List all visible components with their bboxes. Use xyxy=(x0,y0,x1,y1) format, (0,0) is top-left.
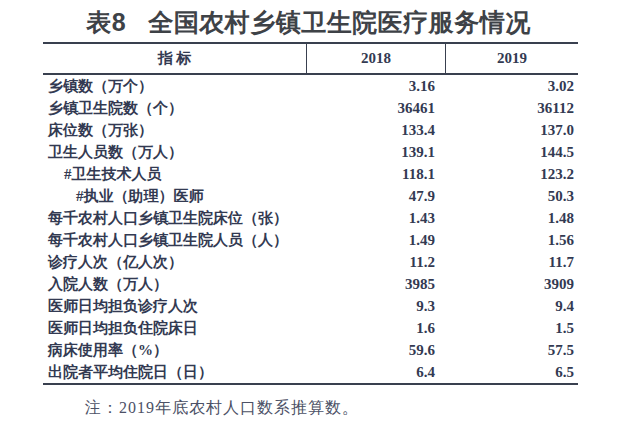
table-row: 乡镇卫生院数（个） 36461 36112 xyxy=(43,97,578,119)
table-title: 表8 全国农村乡镇卫生院医疗服务情况 xyxy=(0,6,617,39)
data-table: 指 标 2018 2019 乡镇数（万个） 3.16 3.02 乡镇卫生院数（个… xyxy=(43,42,578,385)
indicator-cell: 医师日均担负住院床日 xyxy=(43,319,306,338)
value-2019-cell: 3.02 xyxy=(445,78,578,95)
value-2019-cell: 1.48 xyxy=(445,210,578,227)
table-note: 注：2019年底农村人口数系推算数。 xyxy=(85,398,359,419)
value-2019-cell: 3909 xyxy=(445,276,578,293)
indicator-cell: 入院人数（万人） xyxy=(43,275,306,294)
value-2018-cell: 1.49 xyxy=(306,232,445,249)
value-2018-cell: 36461 xyxy=(306,100,445,117)
value-2018-cell: 59.6 xyxy=(306,342,445,359)
value-2018-cell: 3.16 xyxy=(306,78,445,95)
indicator-cell: #卫生技术人员 xyxy=(43,165,306,184)
value-2019-cell: 1.56 xyxy=(445,232,578,249)
table-row: 医师日均担负住院床日 1.6 1.5 xyxy=(43,317,578,339)
indicator-cell: 卫生人员数（万人） xyxy=(43,143,306,162)
table-row: 出院者平均住院日（日） 6.4 6.5 xyxy=(43,361,578,383)
value-2019-cell: 36112 xyxy=(445,100,578,117)
value-2018-cell: 47.9 xyxy=(306,188,445,205)
header-2018: 2018 xyxy=(306,44,445,73)
table-header-row: 指 标 2018 2019 xyxy=(43,44,578,75)
value-2018-cell: 1.6 xyxy=(306,320,445,337)
value-2018-cell: 139.1 xyxy=(306,144,445,161)
value-2019-cell: 137.0 xyxy=(445,122,578,139)
indicator-cell: 每千农村人口乡镇卫生院人员（人） xyxy=(43,231,306,250)
value-2018-cell: 9.3 xyxy=(306,298,445,315)
value-2018-cell: 133.4 xyxy=(306,122,445,139)
value-2018-cell: 6.4 xyxy=(306,364,445,381)
indicator-cell: 医师日均担负诊疗人次 xyxy=(43,297,306,316)
table-row: 诊疗人次（亿人次） 11.2 11.7 xyxy=(43,251,578,273)
table-body: 乡镇数（万个） 3.16 3.02 乡镇卫生院数（个） 36461 36112 … xyxy=(43,75,578,383)
value-2019-cell: 123.2 xyxy=(445,166,578,183)
value-2019-cell: 57.5 xyxy=(445,342,578,359)
indicator-cell: 出院者平均住院日（日） xyxy=(43,363,306,382)
table-row: #卫生技术人员 118.1 123.2 xyxy=(43,163,578,185)
indicator-cell: 床位数（万张） xyxy=(43,121,306,140)
table-row: 每千农村人口乡镇卫生院人员（人） 1.49 1.56 xyxy=(43,229,578,251)
indicator-cell: 诊疗人次（亿人次） xyxy=(43,253,306,272)
value-2018-cell: 118.1 xyxy=(306,166,445,183)
value-2018-cell: 1.43 xyxy=(306,210,445,227)
indicator-cell: 乡镇卫生院数（个） xyxy=(43,99,306,118)
value-2018-cell: 3985 xyxy=(306,276,445,293)
table-row: 每千农村人口乡镇卫生院床位（张） 1.43 1.48 xyxy=(43,207,578,229)
page: 表8 全国农村乡镇卫生院医疗服务情况 指 标 2018 2019 乡镇数（万个） … xyxy=(0,0,617,425)
table-row: 卫生人员数（万人） 139.1 144.5 xyxy=(43,141,578,163)
table-row: 医师日均担负诊疗人次 9.3 9.4 xyxy=(43,295,578,317)
indicator-cell: 病床使用率（%） xyxy=(43,341,306,360)
table-title-text: 全国农村乡镇卫生院医疗服务情况 xyxy=(148,8,531,36)
value-2019-cell: 9.4 xyxy=(445,298,578,315)
table-number: 表8 xyxy=(86,8,126,36)
value-2019-cell: 11.7 xyxy=(445,254,578,271)
value-2019-cell: 50.3 xyxy=(445,188,578,205)
table-row: 病床使用率（%） 59.6 57.5 xyxy=(43,339,578,361)
value-2019-cell: 6.5 xyxy=(445,364,578,381)
indicator-cell: 乡镇数（万个） xyxy=(43,77,306,96)
table-row: #执业（助理）医师 47.9 50.3 xyxy=(43,185,578,207)
table-row: 入院人数（万人） 3985 3909 xyxy=(43,273,578,295)
header-indicator: 指 标 xyxy=(43,44,306,73)
value-2019-cell: 1.5 xyxy=(445,320,578,337)
table-row: 乡镇数（万个） 3.16 3.02 xyxy=(43,75,578,97)
indicator-cell: #执业（助理）医师 xyxy=(43,187,306,206)
indicator-cell: 每千农村人口乡镇卫生院床位（张） xyxy=(43,209,306,228)
value-2019-cell: 144.5 xyxy=(445,144,578,161)
header-2019: 2019 xyxy=(445,44,578,73)
table-row: 床位数（万张） 133.4 137.0 xyxy=(43,119,578,141)
value-2018-cell: 11.2 xyxy=(306,254,445,271)
